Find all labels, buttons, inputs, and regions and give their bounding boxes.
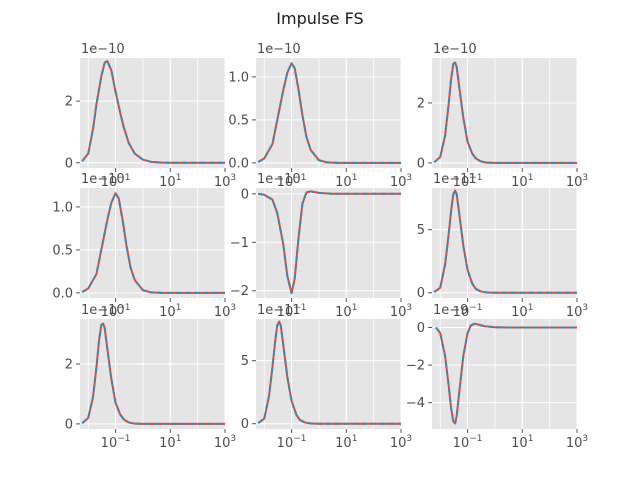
- y-tick-label: 0: [65, 417, 73, 432]
- plot-area: [80, 319, 225, 429]
- y-tick-label: 0.0: [52, 286, 73, 301]
- y-offset-label: 1e−10: [257, 172, 301, 187]
- y-tick-label: −2: [230, 284, 249, 299]
- y-tick-label: 0: [417, 156, 425, 171]
- series-line-blue-dashed: [257, 62, 401, 164]
- x-tick-label: 10−1: [453, 434, 483, 451]
- series-line-red: [81, 60, 225, 164]
- subplot-1-3: 10−1 101 103 0 2 1e−10: [417, 42, 588, 190]
- plot-area: [432, 319, 577, 429]
- y-tick-label: 2: [417, 96, 425, 111]
- x-tick-label: 103: [566, 303, 588, 320]
- series-line-blue-dashed: [433, 189, 577, 294]
- y-tick-label: 0: [241, 187, 249, 202]
- plot-area: [256, 58, 401, 168]
- y-tick-label: 0: [65, 156, 73, 171]
- y-tick-label: 0: [417, 321, 425, 336]
- y-tick-label: 2: [65, 357, 73, 372]
- y-tick-label: 1.0: [228, 70, 249, 85]
- plot-area: [80, 58, 225, 168]
- y-tick-label: 1.0: [52, 200, 73, 215]
- series-line-blue-dashed: [258, 190, 401, 295]
- x-tick-label: 10−1: [277, 173, 307, 190]
- y-tick-label: 0.5: [228, 113, 249, 128]
- plot-area: [256, 188, 401, 298]
- series-line-blue-dashed: [81, 322, 225, 425]
- x-tick-label: 103: [214, 434, 236, 451]
- x-tick-label: 10−1: [453, 173, 483, 190]
- subplot-3-3: 10−1 101 103 0 −2 −4 1e−9: [406, 303, 588, 451]
- x-tick-label: 101: [159, 303, 181, 320]
- y-tick-label: 5: [417, 223, 425, 238]
- y-tick-label: 0.5: [52, 243, 73, 258]
- x-tick-label: 103: [566, 434, 588, 451]
- plot-area: [256, 319, 401, 429]
- x-tick-label: 10−1: [101, 173, 131, 190]
- x-tick-label: 101: [511, 434, 533, 451]
- series-line-blue-dashed: [81, 192, 225, 294]
- subplot-3-2: 10−1 101 103 0 5 1e−11: [241, 303, 412, 451]
- x-tick-label: 101: [335, 303, 357, 320]
- y-tick-label: 2: [65, 95, 73, 110]
- series-line-blue-dashed: [257, 320, 401, 425]
- y-offset-label: 1e−10: [433, 42, 477, 57]
- x-tick-label: 10−1: [277, 303, 307, 320]
- y-tick-label: −2: [406, 359, 425, 374]
- y-tick-label: 0: [417, 286, 425, 301]
- x-tick-label: 103: [566, 173, 588, 190]
- x-tick-label: 10−1: [277, 434, 307, 451]
- x-tick-label: 103: [390, 303, 412, 320]
- series-line-red: [435, 322, 577, 425]
- x-tick-label: 101: [159, 173, 181, 190]
- y-offset-label: 1e−11: [257, 303, 301, 318]
- x-tick-label: 101: [335, 173, 357, 190]
- y-offset-label: 1e−10: [257, 42, 301, 57]
- subplot-2-3: 10−1 101 103 0 5 1e−11: [417, 172, 588, 320]
- plot-area: [432, 188, 577, 298]
- subplot-2-2: 10−1 101 103 0 −1 −2 1e−10: [230, 172, 412, 320]
- y-tick-label: 0: [241, 417, 249, 432]
- y-tick-label: 5: [241, 354, 249, 369]
- subplot-3-1: 10−1 101 103 0 2 1e−10: [65, 303, 236, 451]
- subplot-1-2: 10−1 101 103 0.0 0.5 1.0 1e−10: [228, 42, 412, 190]
- y-tick-label: −4: [406, 396, 425, 411]
- y-offset-label: 1e−10: [81, 42, 125, 57]
- x-tick-label: 101: [511, 303, 533, 320]
- x-tick-label: 10−1: [453, 303, 483, 320]
- x-tick-label: 101: [335, 434, 357, 451]
- series-line-blue-dashed: [433, 61, 577, 164]
- x-tick-label: 101: [159, 434, 181, 451]
- plot-area: [80, 188, 225, 298]
- y-offset-label: 1e−10: [81, 172, 125, 187]
- figure-title: Impulse FS: [276, 9, 363, 28]
- y-offset-label: 1e−10: [81, 303, 125, 318]
- y-tick-label: 0.0: [228, 156, 249, 171]
- y-tick-label: −1: [230, 236, 249, 251]
- x-tick-label: 103: [390, 173, 412, 190]
- x-tick-label: 103: [390, 434, 412, 451]
- x-tick-label: 103: [214, 173, 236, 190]
- x-tick-label: 101: [511, 173, 533, 190]
- y-offset-label: 1e−11: [433, 172, 477, 187]
- subplot-2-1: 10−1 101 103 0.0 0.5 1.0 1e−10: [52, 172, 236, 320]
- plot-area: [432, 58, 577, 168]
- y-offset-label: 1e−9: [433, 303, 468, 318]
- x-tick-label: 10−1: [101, 434, 131, 451]
- x-tick-label: 103: [214, 303, 236, 320]
- subplot-1-1: 10−1 101 103 0 2 1e−10: [65, 42, 236, 190]
- x-tick-label: 10−1: [101, 303, 131, 320]
